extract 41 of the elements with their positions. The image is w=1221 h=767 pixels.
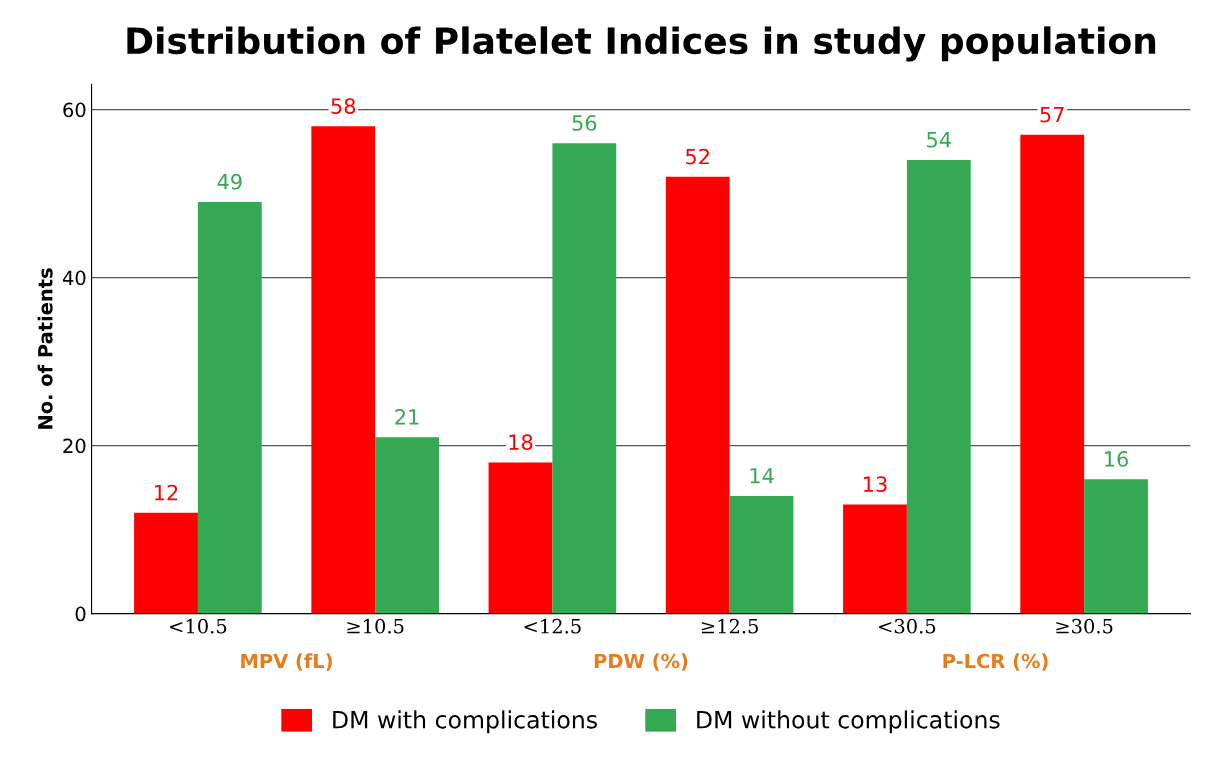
data-label: 21	[395, 409, 419, 425]
data-label: 49	[217, 173, 242, 190]
bar	[843, 504, 907, 614]
text: PDW (%)	[594, 653, 688, 671]
y-tick-label: 20	[63, 438, 86, 454]
legend-label: DM without complications	[697, 710, 1000, 734]
text: P-LCR (%)	[943, 653, 1048, 671]
bar	[552, 143, 617, 614]
x-tick-label: ≥30.5	[1056, 618, 1113, 634]
data-label: 54	[927, 132, 951, 148]
y-tick-label: 40	[62, 270, 86, 286]
bar	[375, 437, 439, 614]
x-tick-label: <12.5	[524, 618, 581, 634]
data-label: 12	[155, 484, 178, 501]
bar	[1020, 134, 1085, 614]
bar	[134, 512, 198, 614]
x-tick-label: ≥12.5	[701, 618, 758, 634]
data-label: 56	[572, 115, 597, 131]
data-label: 52	[686, 148, 709, 165]
legend-label: DM with complications	[333, 710, 597, 734]
x-tick-label: <10.5	[170, 618, 227, 634]
bar	[197, 201, 262, 614]
y-tick-label: 60	[63, 102, 86, 118]
x-tick-label: <30.5	[879, 618, 936, 634]
bar	[311, 126, 376, 614]
bar	[665, 176, 730, 614]
y-tick-label: 0	[75, 606, 86, 622]
text: MPV (fL)	[241, 653, 332, 671]
chart-title: Distribution of Platelet Indices in study population	[127, 26, 1156, 62]
bar	[488, 462, 553, 614]
data-label: 18	[509, 434, 533, 451]
bar	[729, 495, 794, 614]
data-label: 14	[750, 468, 774, 484]
bar	[906, 159, 971, 614]
x-tick-label: ≥10.5	[347, 618, 404, 634]
data-label: 16	[1105, 451, 1128, 467]
y-axis-title: No. of Patients	[37, 268, 53, 429]
data-label: 57	[1040, 106, 1064, 123]
bar	[1084, 479, 1148, 614]
data-label: 58	[331, 98, 356, 114]
data-label: 13	[864, 476, 887, 493]
